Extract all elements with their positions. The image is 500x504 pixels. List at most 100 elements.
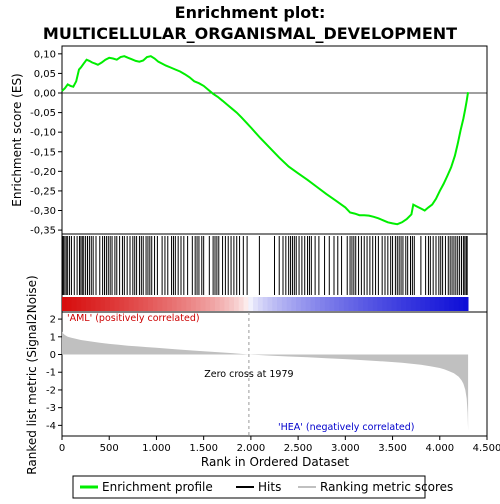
heat-bar-segment [248,297,254,311]
heat-bar-segment [191,297,197,311]
heat-bar-segment [444,297,450,311]
heat-bar-segment [81,297,87,311]
heat-bar-segment [334,297,340,311]
heat-bar-segment [90,297,96,311]
heat-bar-segment [272,297,278,311]
heat-bar-segment [195,297,201,311]
heat-bar-segment [133,297,139,311]
heat-bar-segment [277,297,283,311]
x-tick-label: 2.500 [284,443,313,454]
x-tick-label: 500 [100,443,119,454]
heat-bar-segment [343,297,350,311]
heat-bar-segment [157,297,163,311]
rank-heat-bar [62,297,469,311]
ranking-metric-area [62,331,469,431]
heat-bar-segment [439,297,445,311]
heat-bar-segment [148,297,154,311]
heat-bar-segment [310,297,316,311]
metric-y-tick-label: 2 [50,315,56,326]
heat-bar-segment [109,297,115,311]
heat-bar-segment [143,297,149,311]
heat-bar-segment [71,297,77,311]
heat-bar-segment [291,297,297,311]
heat-bar-segment [253,297,259,311]
heat-bar-segment [176,297,182,311]
heat-bar-segment [401,297,407,311]
heat-bar-segment [434,297,440,311]
es-y-tick-label: -0,30 [30,206,56,217]
heat-bar-segment [453,297,459,311]
es-y-tick-label: -0,20 [30,167,56,178]
es-y-tick-label: -0,25 [30,186,56,197]
metric-plot-frame [61,311,488,437]
heat-bar-segment [386,297,393,311]
heat-bar-segment [243,297,249,311]
heat-bar-segment [391,297,397,311]
heat-bar-segment [257,297,264,311]
heat-bar-segment [152,297,158,311]
heat-bar-segment [128,297,135,311]
heat-bar-segment [95,297,101,311]
heat-bar-segment [300,297,307,311]
negative-correlation-label: 'HEA' (negatively correlated) [278,422,415,433]
heat-bar-segment [353,297,359,311]
metric-y-tick-label: -1 [46,368,56,379]
heat-bar-segment [429,297,436,311]
chart-title-line1: Enrichment plot: [175,3,326,22]
metric-y-axis-label: Ranked list metric (Signal2Noise) [25,275,39,474]
heat-bar-segment [339,297,345,311]
metric-y-tick-label: -2 [46,385,56,396]
heat-bar-segment [305,297,311,311]
es-plot-frame [61,45,488,235]
heat-bar-segment [119,297,125,311]
heat-bar-segment [315,297,321,311]
heat-bar-segment [286,297,292,311]
heat-bar-segment [363,297,369,311]
heat-bar-segment [267,297,273,311]
heat-bar-segment [425,297,431,311]
es-y-tick-label: -0,05 [30,108,56,119]
x-tick-label: 1.000 [142,443,171,454]
heat-bar-segment [100,297,106,311]
es-y-axis-label: Enrichment score (ES) [10,73,24,206]
es-y-ticks: 0,10 0,05 0,00 -0,05 -0,10 -0,15 -0,20 -0,25 -0,… [30,49,62,237]
heat-bar-segment [406,297,412,311]
x-tick-label: 1.500 [189,443,218,454]
heat-bar-segment [105,297,111,311]
heat-bar-segment [167,297,173,311]
enrichment-score-panel: 0,10 0,05 0,00 -0,05 -0,10 -0,15 -0,20 -0,25 -0,… [10,45,488,237]
positive-correlation-label: 'AML' (positively correlated) [67,313,200,324]
heat-bar-segment [181,297,187,311]
heat-bar-segment [324,297,330,311]
heat-bar-segment [463,297,469,311]
enrichment-profile-line [61,55,470,226]
heat-bar-segment [262,297,268,311]
legend: Enrichment profile Hits Ranking metric s… [72,475,453,499]
heat-bar-segment [76,297,82,311]
es-y-tick-label: 0,10 [34,49,56,60]
heat-bar-segment [138,297,144,311]
heat-bar-segment [458,297,464,311]
heat-bar-segment [396,297,402,311]
es-y-tick-label: 0,05 [34,69,56,80]
heat-bar-segment [85,297,92,311]
heat-bar-segment [367,297,373,311]
heat-bar-segment [296,297,302,311]
heat-bar-segment [186,297,192,311]
heat-bar-segment [124,297,130,311]
heat-bar-segment [410,297,416,311]
zero-cross-label: Zero cross at 1979 [204,369,293,380]
hit-lines [61,236,468,295]
x-tick-label: 0 [59,443,65,454]
heat-bar-segment [219,297,225,311]
heat-bar-segment [420,297,426,311]
es-y-tick-label: 0,00 [34,89,56,100]
heat-bar-segment [281,297,287,311]
heat-bar-segment [449,297,455,311]
heat-bar-segment [320,297,326,311]
heat-bar-segment [358,297,364,311]
ranked-metric-panel: Zero cross at 1979 'AML' (positively cor… [25,275,500,474]
x-tick-label: 3.000 [331,443,360,454]
